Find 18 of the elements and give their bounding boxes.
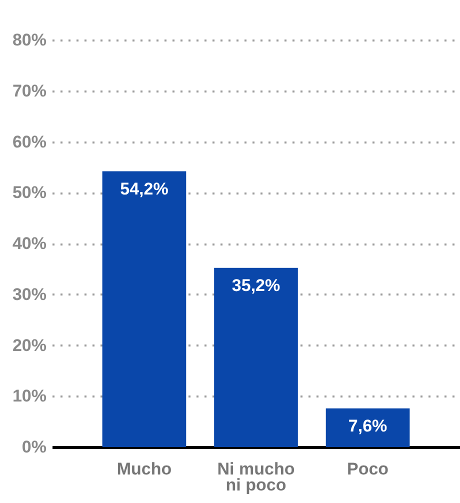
x-tick-label: Poco [347,460,389,478]
bar [326,408,410,447]
bar [102,171,186,447]
y-tick-label: 20% [12,336,46,355]
x-tick-label: Ni mucho ni poco [217,460,295,494]
x-tick-label: Mucho [116,460,172,478]
y-tick-label: 40% [12,234,46,253]
data-label: 7,6% [348,416,388,436]
data-label: 54,2% [120,179,168,198]
data-label: 35,2% [232,276,280,295]
y-tick-label: 30% [12,284,46,304]
bar [214,268,298,447]
y-tick-label: 80% [12,30,46,50]
y-tick-label: 60% [12,132,46,152]
y-tick-label: 50% [12,183,46,202]
y-tick-label: 70% [12,81,46,100]
y-tick-label: 10% [12,386,46,406]
y-tick-label: 0% [22,438,46,456]
